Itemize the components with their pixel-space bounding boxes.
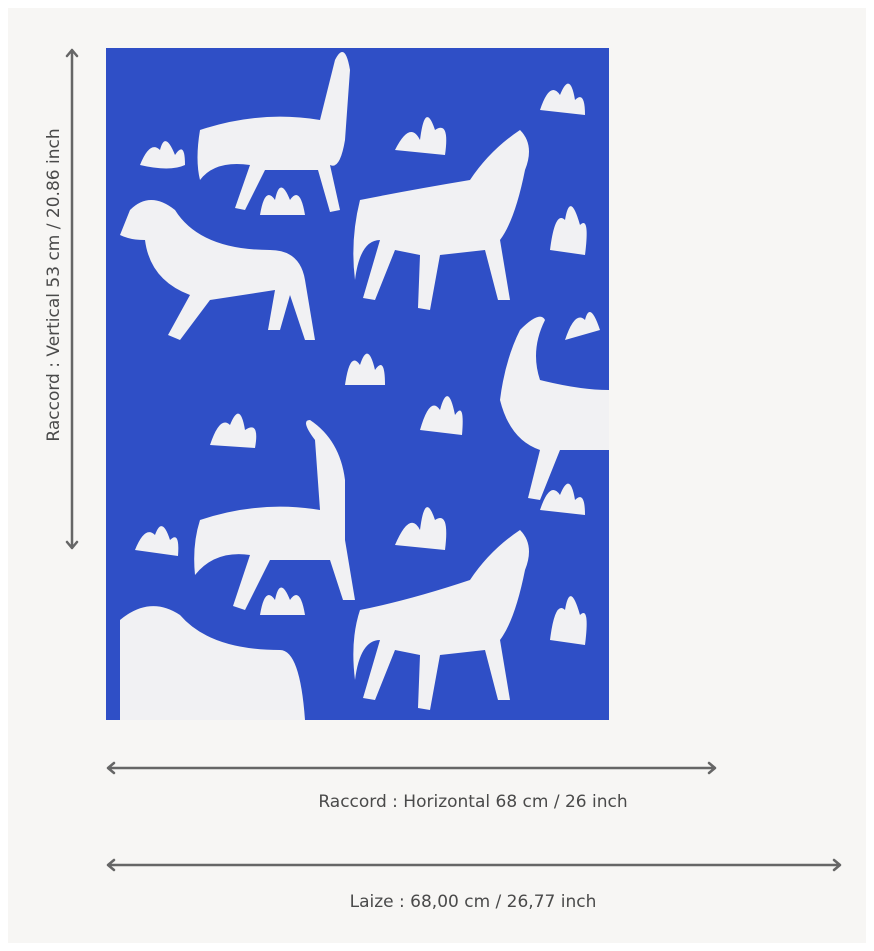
width-label: Laize : 68,00 cm / 26,77 inch bbox=[350, 892, 597, 912]
vertical-label: Raccord : Vertical 53 cm / 20.86 inch bbox=[44, 128, 64, 441]
horizontal-arrow bbox=[106, 761, 717, 775]
width-arrow bbox=[106, 858, 842, 872]
vertical-arrow bbox=[65, 48, 79, 550]
wallpaper-sample bbox=[106, 48, 609, 720]
horizontal-label: Raccord : Horizontal 68 cm / 26 inch bbox=[318, 792, 627, 812]
